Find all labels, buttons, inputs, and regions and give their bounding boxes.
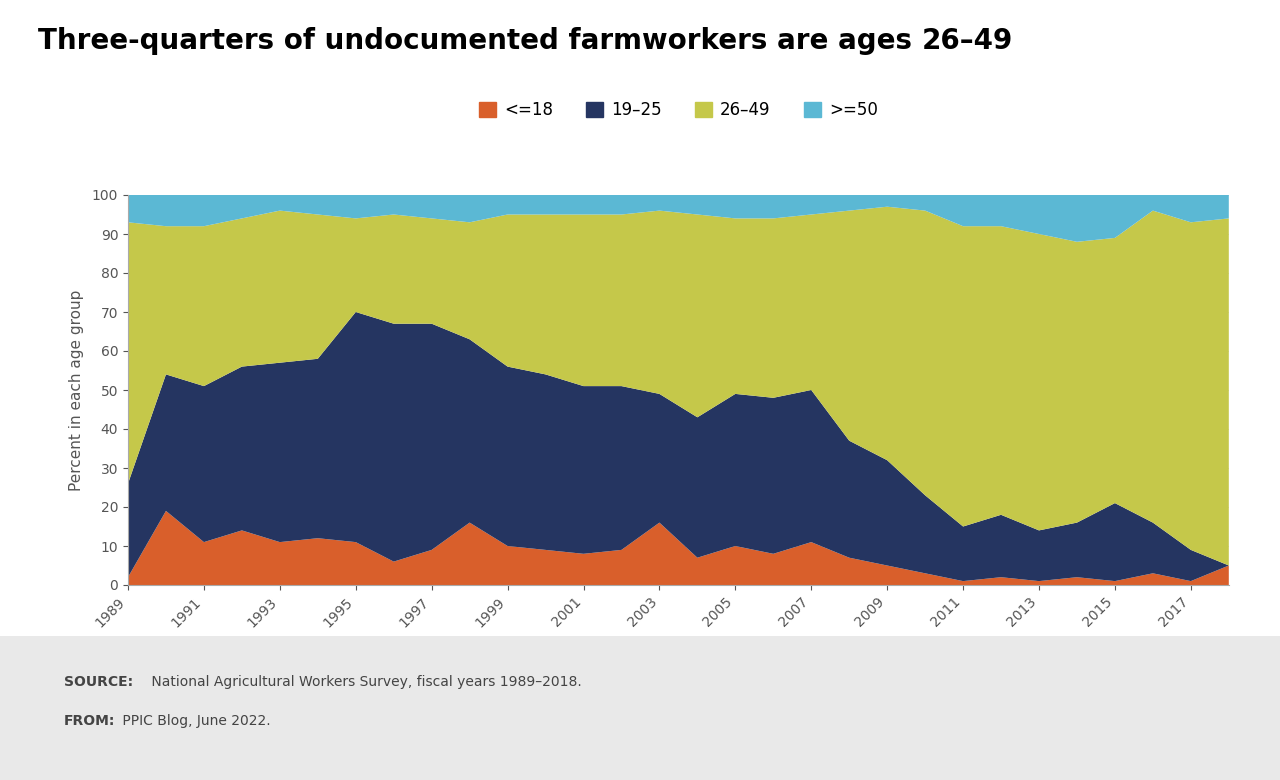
Text: PPIC Blog, June 2022.: PPIC Blog, June 2022.: [118, 714, 270, 728]
Y-axis label: Percent in each age group: Percent in each age group: [69, 289, 83, 491]
Text: Three-quarters of undocumented farmworkers are ages: Three-quarters of undocumented farmworke…: [38, 27, 922, 55]
Legend: <=18, 19–25, 26–49, >=50: <=18, 19–25, 26–49, >=50: [472, 94, 884, 126]
Text: National Agricultural Workers Survey, fiscal years 1989–2018.: National Agricultural Workers Survey, fi…: [147, 675, 582, 689]
Text: 26–49: 26–49: [922, 27, 1014, 55]
Text: FROM:: FROM:: [64, 714, 115, 728]
Text: SOURCE:: SOURCE:: [64, 675, 133, 689]
